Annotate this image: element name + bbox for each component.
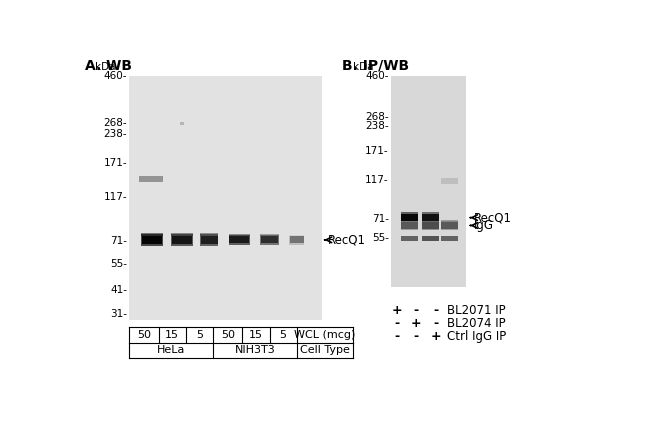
Bar bbox=[200, 233, 218, 236]
Text: 31-: 31- bbox=[110, 309, 127, 319]
Text: HeLa: HeLa bbox=[157, 345, 185, 355]
Bar bbox=[401, 212, 419, 223]
Text: 71-: 71- bbox=[110, 236, 127, 246]
Text: +: + bbox=[391, 304, 402, 317]
Bar bbox=[229, 236, 250, 243]
Text: 171-: 171- bbox=[103, 158, 127, 168]
Bar bbox=[441, 220, 458, 225]
Text: -: - bbox=[394, 330, 399, 343]
Bar bbox=[139, 176, 162, 182]
Bar bbox=[441, 222, 458, 229]
Bar bbox=[229, 234, 250, 236]
Bar bbox=[401, 222, 419, 229]
Bar bbox=[171, 233, 193, 236]
Bar bbox=[200, 234, 218, 246]
Text: 460-: 460- bbox=[365, 70, 389, 80]
Text: 41-: 41- bbox=[110, 285, 127, 295]
Text: B. IP/WB: B. IP/WB bbox=[342, 59, 409, 73]
Text: 55-: 55- bbox=[110, 259, 127, 269]
Text: WCL (mcg): WCL (mcg) bbox=[294, 330, 356, 340]
Bar bbox=[422, 220, 439, 225]
Text: kDa: kDa bbox=[352, 62, 373, 72]
Bar bbox=[441, 236, 458, 241]
Text: Cell Type: Cell Type bbox=[300, 345, 350, 355]
Bar bbox=[441, 221, 458, 230]
Text: 171-: 171- bbox=[365, 146, 389, 156]
Bar bbox=[422, 236, 439, 241]
Bar bbox=[289, 234, 304, 236]
Text: Ctrl IgG IP: Ctrl IgG IP bbox=[447, 330, 506, 343]
Text: 55-: 55- bbox=[372, 233, 389, 243]
Bar bbox=[260, 234, 279, 236]
Text: -: - bbox=[413, 330, 419, 343]
Text: RecQ1: RecQ1 bbox=[473, 211, 512, 224]
Text: 15: 15 bbox=[165, 330, 179, 340]
Text: NIH3T3: NIH3T3 bbox=[235, 345, 275, 355]
Text: BL2074 IP: BL2074 IP bbox=[447, 317, 506, 330]
Text: 268-: 268- bbox=[103, 118, 127, 128]
Bar bbox=[391, 76, 467, 287]
Text: 238-: 238- bbox=[103, 129, 127, 139]
Text: 50: 50 bbox=[221, 330, 235, 340]
Text: 460-: 460- bbox=[103, 70, 127, 80]
Bar bbox=[441, 178, 458, 184]
Text: 50: 50 bbox=[137, 330, 151, 340]
Bar bbox=[142, 236, 162, 244]
Text: BL2071 IP: BL2071 IP bbox=[447, 304, 506, 317]
Bar bbox=[181, 122, 183, 125]
Bar bbox=[290, 236, 304, 243]
Bar bbox=[422, 222, 439, 229]
Bar bbox=[260, 235, 279, 245]
Bar bbox=[422, 221, 439, 230]
Bar bbox=[172, 236, 192, 244]
Text: kDa: kDa bbox=[95, 62, 116, 72]
Text: 71-: 71- bbox=[372, 214, 389, 224]
Text: 117-: 117- bbox=[103, 192, 127, 202]
Text: +: + bbox=[411, 317, 421, 330]
Bar bbox=[401, 214, 419, 222]
Text: 117-: 117- bbox=[365, 175, 389, 185]
Text: 5: 5 bbox=[280, 330, 287, 340]
Bar bbox=[422, 214, 439, 222]
Text: RecQ1: RecQ1 bbox=[328, 233, 366, 246]
Bar bbox=[141, 234, 162, 246]
Text: 238-: 238- bbox=[365, 121, 389, 131]
Text: -: - bbox=[413, 304, 419, 317]
Bar bbox=[171, 234, 193, 246]
Text: -: - bbox=[434, 317, 439, 330]
Text: IgG: IgG bbox=[473, 219, 493, 232]
Bar bbox=[141, 233, 162, 236]
Bar bbox=[229, 235, 250, 245]
Bar bbox=[289, 235, 304, 245]
Text: -: - bbox=[394, 317, 399, 330]
Text: 15: 15 bbox=[249, 330, 263, 340]
Bar bbox=[201, 236, 218, 244]
Bar bbox=[401, 221, 419, 230]
Text: 5: 5 bbox=[196, 330, 203, 340]
Bar bbox=[401, 220, 419, 225]
Text: A. WB: A. WB bbox=[85, 59, 132, 73]
Bar bbox=[422, 212, 439, 223]
Bar bbox=[261, 236, 278, 243]
Text: +: + bbox=[431, 330, 441, 343]
Text: 268-: 268- bbox=[365, 112, 389, 122]
Bar bbox=[401, 236, 419, 241]
Text: -: - bbox=[434, 304, 439, 317]
Bar bbox=[129, 76, 322, 320]
